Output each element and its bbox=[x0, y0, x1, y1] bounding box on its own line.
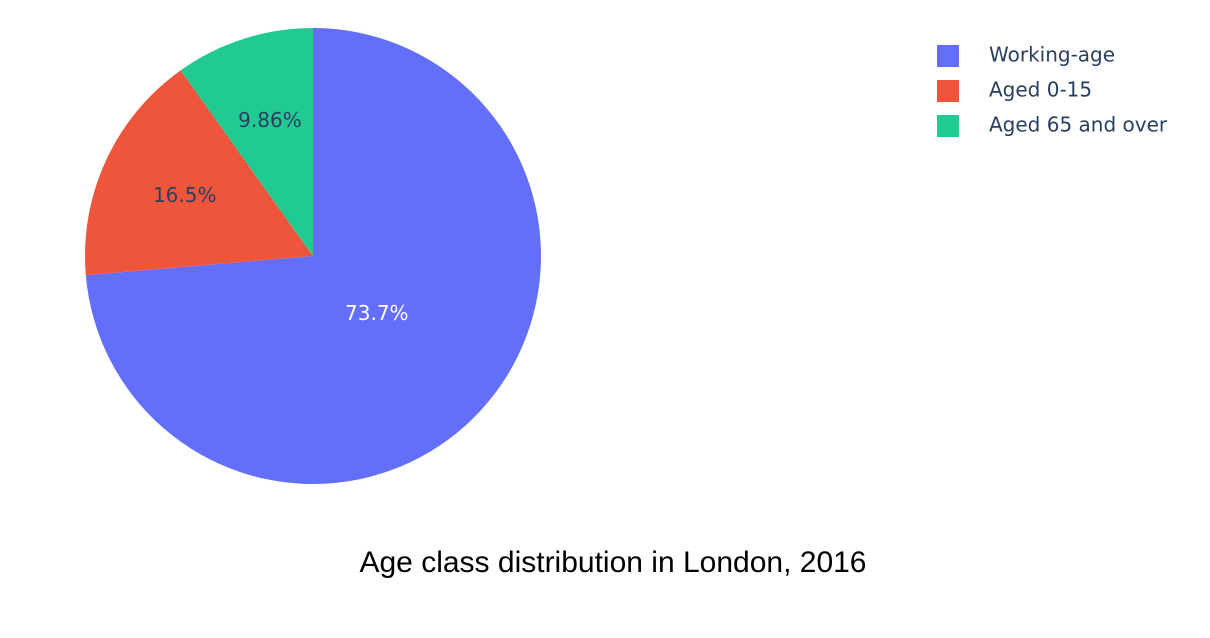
pie-slice-aged-65-and-over bbox=[180, 28, 313, 256]
legend-label[interactable]: Aged 65 and over bbox=[989, 113, 1168, 137]
pie-slice-labels: 73.7% 16.5% 9.86% bbox=[153, 108, 409, 325]
legend-swatch[interactable] bbox=[937, 80, 959, 102]
legend-label[interactable]: Aged 0-15 bbox=[989, 78, 1092, 102]
pie-slice-working-age bbox=[85, 28, 542, 484]
legend-swatch[interactable] bbox=[937, 115, 959, 137]
legend-label[interactable]: Working-age bbox=[989, 43, 1115, 67]
slice-percent-label: 16.5% bbox=[153, 183, 217, 207]
pie-slice-aged-0-15 bbox=[85, 70, 313, 276]
chart-title: Age class distribution in London, 2016 bbox=[359, 546, 866, 579]
slice-percent-label: 73.7% bbox=[345, 301, 409, 325]
slice-percent-label: 9.86% bbox=[238, 108, 302, 132]
pie-slices bbox=[85, 28, 542, 484]
legend: Working-age Aged 0-15 Aged 65 and over bbox=[937, 43, 1168, 137]
legend-swatch[interactable] bbox=[937, 45, 959, 67]
